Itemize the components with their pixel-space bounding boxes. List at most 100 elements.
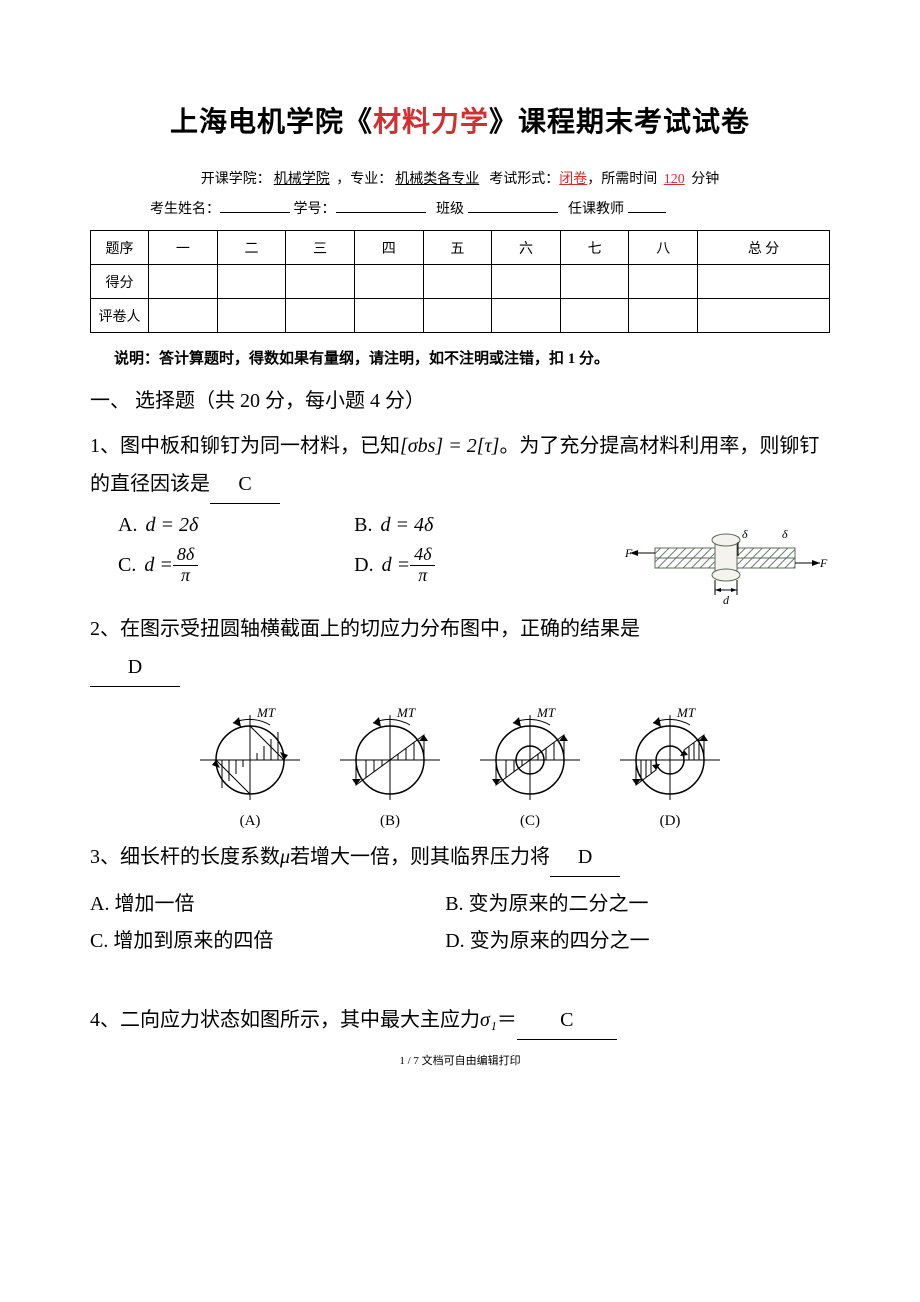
- opt-val: d = 2δ: [145, 514, 198, 537]
- cell-col: 总 分: [698, 231, 830, 265]
- q1-answer: C: [210, 465, 280, 504]
- blank-name: [220, 199, 290, 213]
- cell-empty: [492, 299, 561, 333]
- value-form: 闭卷: [559, 172, 587, 187]
- page: 上海电机学院《材料力学》课程期末考试试卷 开课学院：机械学院 ，专业：机械类各专…: [0, 0, 920, 1090]
- label-class: 班级: [436, 202, 464, 217]
- cell-header: 题序: [91, 231, 149, 265]
- label-teacher: 任课教师: [568, 202, 624, 217]
- q3-text-b: 若增大一倍，则其临界压力将: [290, 846, 550, 868]
- cell-empty: [423, 299, 492, 333]
- label-delta: δ: [742, 527, 748, 541]
- cell-empty: [149, 299, 218, 333]
- value-major: 机械类各专业: [392, 172, 482, 187]
- title-suffix: 》课程期末考试试卷: [489, 107, 750, 138]
- q3-opt-d: D. 变为原来的四分之一: [445, 924, 800, 953]
- cell-col: 三: [286, 231, 355, 265]
- opt-prefix: d =: [144, 554, 173, 577]
- blank-class: [468, 199, 558, 213]
- cell-empty: [217, 299, 286, 333]
- title-course: 材料力学: [373, 107, 489, 138]
- fraction: 4δ π: [410, 545, 435, 586]
- opt-label: C.: [118, 554, 136, 577]
- torsion-a: MT (A): [195, 705, 305, 830]
- q3-options: A. 增加一倍 B. 变为原来的二分之一 C. 增加到原来的四倍 D. 变为原来…: [90, 887, 830, 961]
- cell-score-label: 得分: [91, 265, 149, 299]
- cell-empty: [560, 265, 629, 299]
- q1-body: A. d = 2δ B. d = 4δ C. d = 8δ π D.: [90, 514, 830, 610]
- cell-col: 八: [629, 231, 698, 265]
- q4-text-a: 4、二向应力状态如图所示，其中最大主应力: [90, 1009, 480, 1031]
- score-table: 题序 一 二 三 四 五 六 七 八 总 分 得分 评卷人: [90, 230, 830, 333]
- cell-empty: [217, 265, 286, 299]
- cell-empty: [492, 265, 561, 299]
- rivet-diagram: F F δ δ d: [620, 520, 830, 610]
- cell-col: 二: [217, 231, 286, 265]
- question-2: 2、在图示受扭圆轴横截面上的切应力分布图中，正确的结果是 D: [90, 610, 830, 687]
- fraction: 8δ π: [173, 545, 198, 586]
- q1-opt-b: B. d = 4δ: [354, 514, 590, 537]
- torsion-d: MT (D): [615, 705, 725, 830]
- table-row: 得分: [91, 265, 830, 299]
- q3-answer: D: [550, 838, 620, 877]
- question-4: 4、二向应力状态如图所示，其中最大主应力σ₁＝C: [90, 1001, 830, 1040]
- section-heading: 一、 选择题（共 20 分，每小题 4 分）: [90, 384, 830, 413]
- label-delta-r: δ: [782, 527, 788, 541]
- cell-empty: [423, 265, 492, 299]
- q1-text-a: 1、图中板和铆钉为同一材料，已知: [90, 435, 400, 457]
- value-dept: 机械学院: [271, 172, 333, 187]
- opt-prefix: d =: [382, 554, 411, 577]
- table-row: 题序 一 二 三 四 五 六 七 八 总 分: [91, 231, 830, 265]
- label-name: 考生姓名：: [150, 202, 220, 217]
- opt-label: B.: [354, 514, 372, 537]
- q3-opt-c: C. 增加到原来的四倍: [90, 924, 445, 953]
- denominator: π: [177, 566, 194, 586]
- label-id: 学号：: [294, 202, 336, 217]
- q3-opt-a: A. 增加一倍: [90, 887, 445, 916]
- caption: (A): [195, 813, 305, 830]
- label-f-right: F: [819, 556, 828, 570]
- cell-empty: [629, 299, 698, 333]
- footer: 1 / 7 文档可自由编辑打印: [0, 1052, 920, 1068]
- q3-text-a: 3、细长杆的长度系数: [90, 846, 280, 868]
- q4-sigma: σ₁: [480, 1009, 497, 1031]
- cell-col: 六: [492, 231, 561, 265]
- cell-empty: [354, 265, 423, 299]
- cell-empty: [286, 265, 355, 299]
- label-form: 考试形式：: [489, 172, 559, 187]
- q2-text: 2、在图示受扭圆轴横截面上的切应力分布图中，正确的结果是: [90, 618, 640, 640]
- cell-empty: [286, 299, 355, 333]
- q2-answer: D: [90, 648, 180, 687]
- cell-col: 四: [354, 231, 423, 265]
- numerator: 4δ: [410, 545, 435, 566]
- label-mt: MT: [676, 705, 696, 720]
- title-prefix: 上海电机学院《: [170, 107, 373, 138]
- q1-opt-d: D. d = 4δ π: [354, 545, 590, 586]
- caption: (C): [475, 813, 585, 830]
- label-time-prefix: ，所需时间: [587, 172, 657, 187]
- cell-col: 一: [149, 231, 218, 265]
- denominator: π: [414, 566, 431, 586]
- question-1: 1、图中板和铆钉为同一材料，已知[σbs] = 2[τ]。为了充分提高材料利用率…: [90, 427, 830, 504]
- numerator: 8δ: [173, 545, 198, 566]
- blank-id: [336, 199, 426, 213]
- table-row: 评卷人: [91, 299, 830, 333]
- meta-line-1: 开课学院：机械学院 ，专业：机械类各专业 考试形式：闭卷，所需时间120分钟: [90, 168, 830, 188]
- caption: (D): [615, 813, 725, 830]
- q1-formula: [σbs] = 2[τ]: [400, 435, 499, 457]
- q1-options: A. d = 2δ B. d = 4δ C. d = 8δ π D.: [90, 514, 610, 594]
- page-title: 上海电机学院《材料力学》课程期末考试试卷: [90, 100, 830, 140]
- torsion-figures: MT (A) MT (B): [90, 705, 830, 830]
- cell-empty: [149, 265, 218, 299]
- label-dept: 开课学院：: [201, 172, 271, 187]
- label-mt: MT: [256, 705, 276, 720]
- label-mt: MT: [536, 705, 556, 720]
- q1-opt-a: A. d = 2δ: [118, 514, 354, 537]
- q4-text-b: ＝: [497, 1009, 517, 1031]
- label-time-suffix: 分钟: [691, 172, 719, 187]
- q3-mu: μ: [280, 846, 290, 868]
- cell-col: 七: [560, 231, 629, 265]
- label-d: d: [723, 593, 730, 607]
- cell-col: 五: [423, 231, 492, 265]
- cell-empty: [560, 299, 629, 333]
